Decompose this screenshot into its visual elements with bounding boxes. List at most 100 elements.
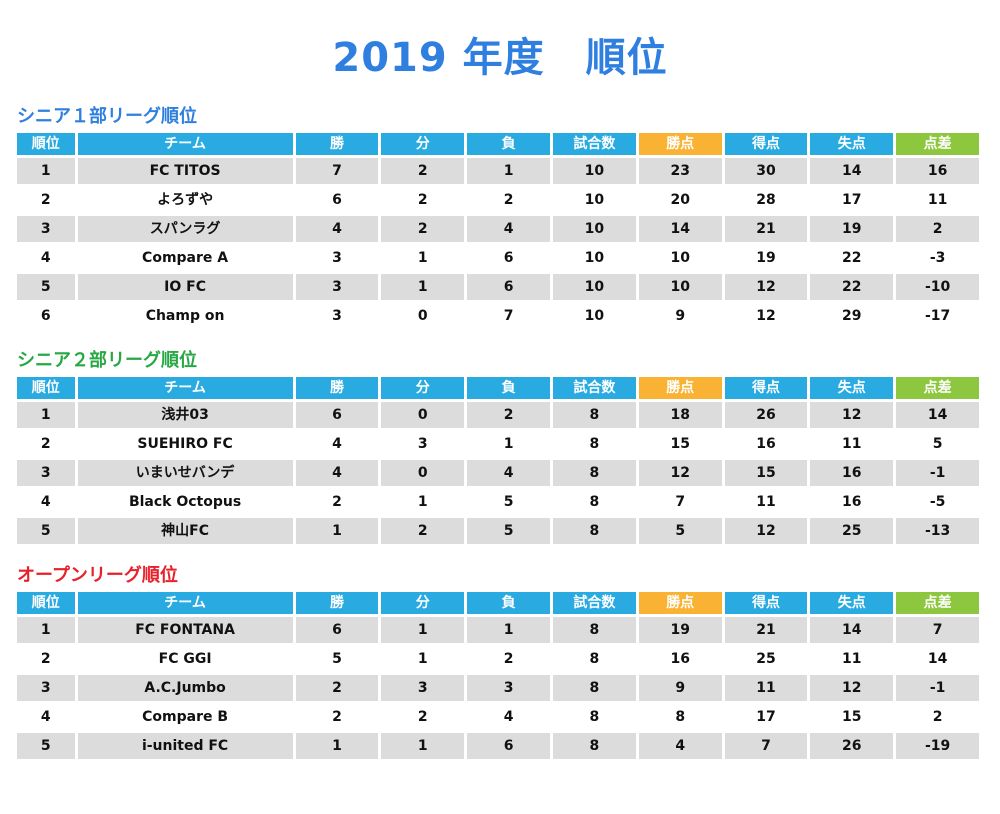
cell-goals-for: 12	[724, 518, 808, 544]
cell-points: 4	[638, 733, 722, 759]
header-rank: 順位	[17, 133, 75, 155]
cell-points: 18	[638, 402, 722, 428]
cell-wins: 6	[332, 192, 342, 208]
cell-goal-diff: -19	[896, 733, 979, 759]
cell-goal-diff: -1	[896, 675, 979, 701]
cell-played: 10	[584, 308, 605, 324]
cell-played: 10	[584, 192, 605, 208]
table-row: 5 神山FC 1 2 5 8 5 12 25 -13	[17, 518, 979, 544]
header-row: 順位 チーム勝分負試合数 勝点 得点 失点 点差	[17, 592, 979, 614]
cell-team: 浅井03	[77, 402, 293, 428]
cell-losses: 1	[467, 617, 550, 643]
cell-rank: 4	[40, 250, 51, 266]
cell-draws: 0	[381, 460, 465, 486]
cell-points: 10	[638, 274, 722, 300]
cell-played: 10	[584, 250, 605, 266]
cell-losses: 3	[467, 675, 550, 701]
cell-draws: 2	[381, 518, 465, 544]
cell-wins: 1	[295, 733, 379, 759]
cell-points: 7	[675, 494, 686, 510]
cell-goals-for: 28	[756, 192, 776, 208]
cell-draws: 2	[381, 158, 465, 184]
cell-losses: 5	[467, 518, 550, 544]
header-wins: 勝	[295, 133, 379, 155]
cell-played: 8	[589, 709, 600, 725]
header-goals-for: 得点	[724, 592, 808, 614]
cell-goals-for: 7	[724, 733, 808, 759]
cell-points: 15	[670, 436, 690, 452]
cell-played: 10	[553, 274, 636, 300]
cell-losses: 5	[503, 494, 514, 510]
cell-wins: 4	[332, 436, 342, 452]
cell-team: Compare B	[142, 709, 229, 725]
cell-wins: 3	[332, 308, 342, 324]
cell-team: Champ on	[145, 308, 225, 324]
table-row: 1 浅井03 6 0 2 8 18 26 12 14	[17, 402, 979, 428]
header-played: 試合数	[553, 133, 636, 155]
cell-played: 8	[589, 436, 600, 452]
cell-played: 10	[553, 216, 636, 242]
cell-goals-against: 19	[810, 216, 894, 242]
table-row: 4 Black Octopus 2 1 5 8 7 11 16 -5	[17, 489, 979, 515]
cell-draws: 0	[381, 402, 465, 428]
cell-draws: 1	[417, 651, 428, 667]
cell-draws: 0	[417, 308, 428, 324]
cell-team: FC FONTANA	[77, 617, 293, 643]
cell-team: Compare A	[142, 250, 229, 266]
cell-team: よろずや	[157, 192, 214, 208]
cell-rank: 1	[17, 617, 75, 643]
cell-rank: 3	[17, 460, 75, 486]
cell-team: いまいせバンデ	[77, 460, 293, 486]
league-section-senior-2: シニア２部リーグ順位 順位 チーム勝分負試合数 勝点 得点 失点 点差 1 浅井03 6 0 2 8 1…	[17, 348, 979, 547]
cell-points: 20	[670, 192, 690, 208]
cell-goals-against: 29	[842, 308, 862, 324]
cell-goal-diff: 2	[932, 709, 943, 725]
cell-points: 9	[638, 675, 722, 701]
table-row: 2 FC GGI 5 1 2 8 16 25 11 14	[17, 646, 979, 672]
cell-goals-for: 25	[756, 651, 776, 667]
table-row: 3 いまいせバンデ 4 0 4 8 12 15 16 -1	[17, 460, 979, 486]
cell-draws: 2	[381, 216, 465, 242]
header-points: 勝点	[638, 133, 722, 155]
cell-rank: 1	[17, 158, 75, 184]
cell-wins: 3	[295, 274, 379, 300]
cell-draws: 1	[417, 250, 428, 266]
cell-losses: 6	[467, 733, 550, 759]
cell-rank: 2	[40, 192, 51, 208]
league-section-open: オープンリーグ順位 順位 チーム勝分負試合数 勝点 得点 失点 点差 1 FC FONTANA…	[17, 563, 979, 762]
cell-wins: 6	[295, 402, 379, 428]
table-row: 5 IO FC 3 1 6 10 10 12 22 -10	[17, 274, 979, 300]
cell-rank: 3	[17, 675, 75, 701]
cell-draws: 3	[381, 675, 465, 701]
cell-goal-diff: 14	[927, 651, 948, 667]
cell-goals-against: 11	[842, 436, 862, 452]
table-row: 4 Compare A 3 1 6 10 10 19 22 -3	[17, 245, 979, 271]
standings-table: 順位 チーム勝分負試合数 勝点 得点 失点 点差 1 FC FONTANA 6 1 1 8 19 21 14…	[14, 589, 982, 762]
cell-goals-against: 22	[842, 250, 862, 266]
cell-points: 8	[675, 709, 686, 725]
cell-wins: 2	[295, 675, 379, 701]
header-draws: 分	[381, 592, 465, 614]
header-goal-diff: 点差	[896, 592, 979, 614]
cell-goals-for: 15	[724, 460, 808, 486]
table-row: 1 FC TITOS 7 2 1 10 23 30 14 16	[17, 158, 979, 184]
header-losses: 負	[467, 377, 550, 399]
cell-goals-against: 16	[842, 494, 862, 510]
cell-goal-diff: 11	[927, 192, 948, 208]
cell-points: 16	[670, 651, 690, 667]
header-played: 試合数	[553, 592, 636, 614]
cell-goals-against: 25	[810, 518, 894, 544]
cell-goals-for: 16	[756, 436, 776, 452]
cell-team: スパンラグ	[77, 216, 293, 242]
cell-team: FC TITOS	[77, 158, 293, 184]
header-points: 勝点	[638, 377, 722, 399]
cell-rank: 2	[40, 651, 51, 667]
standings-table: 順位 チーム勝分負試合数 勝点 得点 失点 点差 1 FC TITOS 7 2 1 10 23 30 14 1…	[14, 130, 982, 332]
page-title: 2019 年度 順位	[332, 35, 668, 81]
cell-goals-for: 11	[724, 675, 808, 701]
cell-losses: 2	[503, 651, 514, 667]
cell-played: 8	[553, 617, 636, 643]
cell-rank: 3	[17, 216, 75, 242]
table-row: 2 SUEHIRO FC 4 3 1 8 15 16 11 5	[17, 431, 979, 457]
cell-wins: 4	[295, 460, 379, 486]
